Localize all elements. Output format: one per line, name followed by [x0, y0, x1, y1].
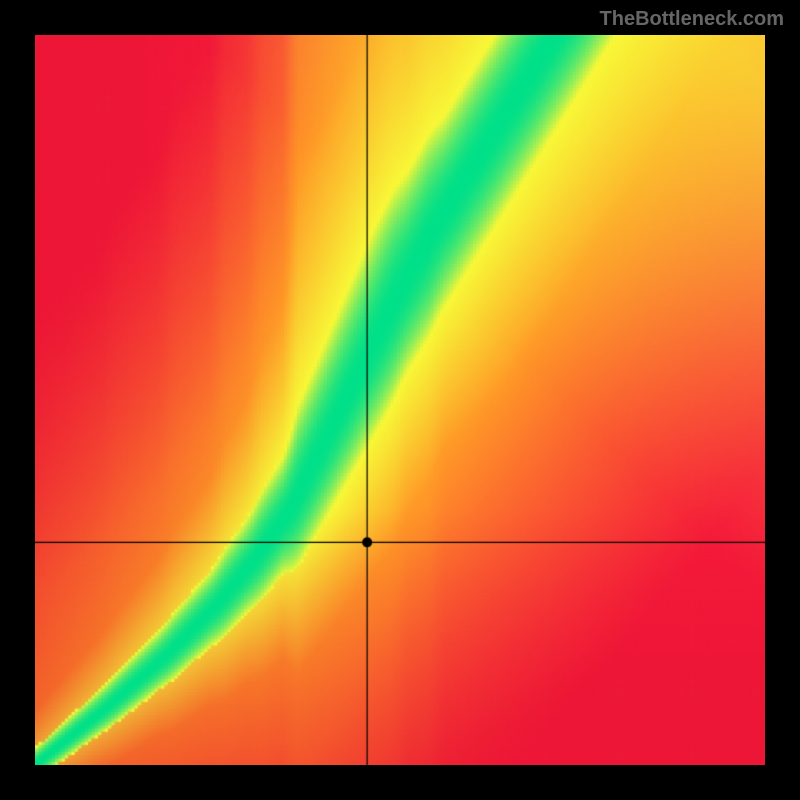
watermark-text: TheBottleneck.com: [600, 8, 784, 31]
heatmap-canvas: [35, 35, 765, 765]
heatmap-plot: [35, 35, 765, 765]
